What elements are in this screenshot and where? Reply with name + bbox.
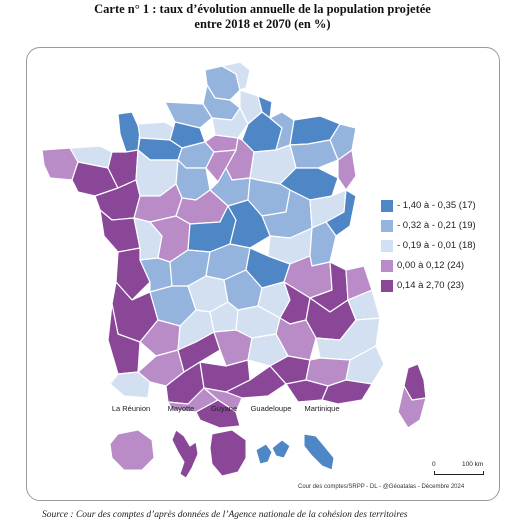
legend-label: 0,14 à 2,70 (23): [397, 280, 465, 291]
scale-distance-label: 100 km: [462, 461, 484, 468]
france-map: [41, 61, 427, 479]
legend-swatch: [381, 239, 393, 252]
label-martinique: Martinique: [304, 404, 340, 413]
martinique-shape: [303, 433, 335, 471]
map-title-line-2: entre 2018 et 2070 (en %): [194, 17, 331, 31]
department-alpes-maritimes: [345, 345, 385, 385]
legend-item: - 0,32 à - 0,21 (19): [381, 219, 491, 232]
department-meurthe-moselle: [289, 139, 339, 169]
label-mayotte: Mayotte: [167, 404, 195, 413]
label-la-reunion: La Réunion: [111, 404, 151, 413]
label-guadeloupe: Guadeloupe: [250, 404, 292, 413]
label-guyane: Guyane: [210, 404, 238, 413]
department-essonne: [205, 149, 237, 183]
map-title: Carte n° 1 : taux d’évolution annuelle d…: [0, 2, 525, 32]
department-calvados: [137, 121, 176, 141]
legend-swatch: [381, 199, 393, 212]
department-manche: [117, 111, 141, 153]
department-corse-du-sud: [397, 385, 427, 429]
scale-bar: 0 100 km: [430, 461, 488, 475]
legend-label: 0,00 à 0,12 (24): [397, 260, 465, 271]
legend-item: - 0,19 à - 0,01 (18): [381, 239, 491, 252]
department-haut-rhin: [337, 149, 357, 191]
scale-zero-label: 0: [432, 461, 436, 468]
legend-label: - 0,32 à - 0,21 (19): [397, 220, 476, 231]
legend-item: 0,14 à 2,70 (23): [381, 279, 491, 292]
department-cher: [227, 199, 271, 249]
legend: - 1,40 à - 0,35 (17) - 0,32 à - 0,21 (19…: [381, 199, 491, 299]
map-credit: Cour des comptes/SRPP - DL - @Géoatalas …: [298, 484, 465, 490]
legend-swatch: [381, 219, 393, 232]
mayotte-shape: [171, 429, 199, 479]
department-seine-maritime: [164, 101, 213, 129]
department-pas-de-calais: [221, 61, 251, 91]
department-var: [321, 379, 373, 405]
reunion-shape: [109, 429, 155, 471]
department-pyrenees-orientales: [195, 399, 241, 429]
department-aude: [203, 387, 243, 413]
legend-item: 0,00 à 0,12 (24): [381, 259, 491, 272]
scale-line: [434, 471, 484, 475]
legend-label: - 1,40 à - 0,35 (17): [397, 200, 476, 211]
legend-swatch: [381, 279, 393, 292]
guyane-shape: [209, 429, 247, 477]
map-title-line-1: Carte n° 1 : taux d’évolution annuelle d…: [94, 2, 431, 16]
guadeloupe-shape: [255, 439, 291, 465]
legend-item: - 1,40 à - 0,35 (17): [381, 199, 491, 212]
legend-label: - 0,19 à - 0,01 (18): [397, 240, 476, 251]
source-note: Source : Cour des comptes d’après donnée…: [42, 510, 408, 520]
legend-swatch: [381, 259, 393, 272]
